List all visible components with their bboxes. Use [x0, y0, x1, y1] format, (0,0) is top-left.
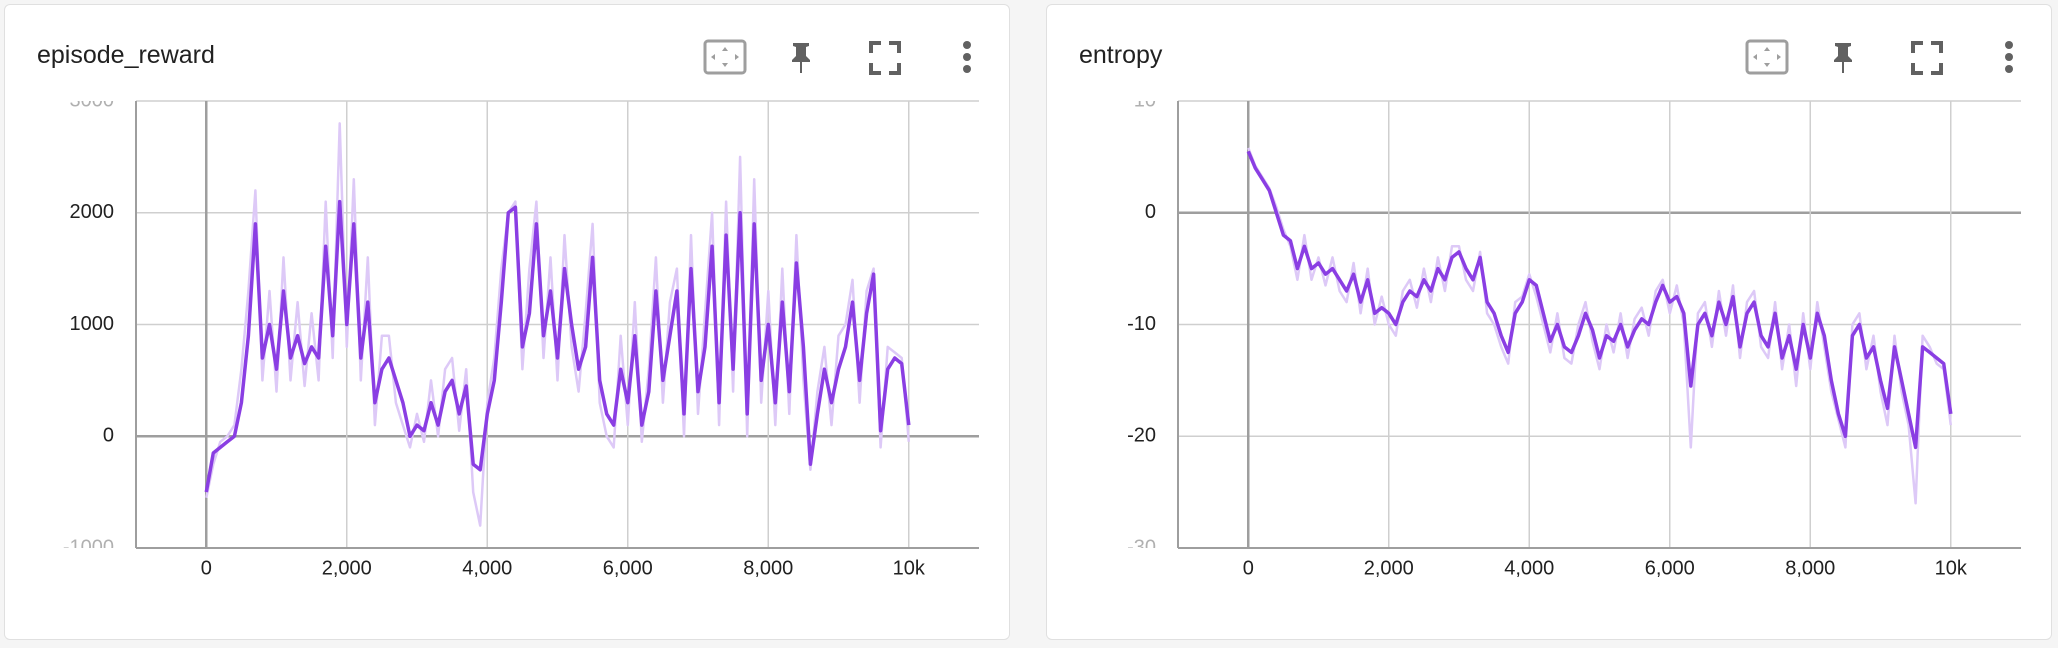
y-tick-label: -1000	[63, 536, 114, 558]
chart: -30 -20 -10 0 10 0 2,000 4,000 6,000 8,000 10k	[1127, 89, 2021, 579]
chart-title: entropy	[1079, 41, 1163, 69]
x-tick-label: 10k	[1935, 557, 1968, 579]
toolbar	[1745, 39, 2013, 75]
x-tick-label: 0	[201, 557, 212, 579]
y-tick-label: -30	[1127, 536, 1156, 558]
x-tick-label: 10k	[893, 557, 926, 579]
toolbar	[703, 39, 971, 75]
pin-button[interactable]	[792, 43, 810, 73]
x-tick-label: 4,000	[462, 557, 512, 579]
y-tick-label: -10	[1127, 313, 1156, 335]
x-tick-label: 0	[1243, 557, 1254, 579]
fullscreen-button[interactable]	[1911, 41, 1943, 75]
y-tick-label: 1000	[70, 313, 115, 335]
chart: -1000 0 1000 2000 3000 0 2,000 4,000 6,000 8,000 1…	[63, 89, 979, 579]
y-tick-label: 10	[1134, 89, 1156, 111]
x-tick-label: 2,000	[1364, 557, 1414, 579]
y-tick-label: -20	[1127, 425, 1156, 447]
series-line	[204, 199, 911, 493]
y-tick-label: 3000	[70, 89, 115, 111]
pin-button[interactable]	[1834, 43, 1852, 73]
chart-card: -30 -20 -10 0 10 0 2,000 4,000 6,000 8,000 10k ent…	[1046, 4, 2052, 640]
menu-button[interactable]	[2005, 41, 2013, 73]
menu-button[interactable]	[963, 41, 971, 73]
chart-title: episode_reward	[37, 41, 215, 69]
chart-card: -1000 0 1000 2000 3000 0 2,000 4,000 6,000 8,000 1…	[4, 4, 1010, 640]
fullscreen-button[interactable]	[869, 41, 901, 75]
x-tick-label: 8,000	[1785, 557, 1835, 579]
fit-domain-button[interactable]	[703, 39, 747, 75]
x-tick-label: 6,000	[603, 557, 653, 579]
y-tick-label: 2000	[70, 201, 115, 223]
series-line	[1246, 150, 1953, 450]
y-tick-label: 0	[103, 425, 114, 447]
x-tick-label: 2,000	[322, 557, 372, 579]
x-tick-label: 6,000	[1645, 557, 1695, 579]
x-tick-label: 4,000	[1504, 557, 1554, 579]
series-line	[1247, 147, 1953, 505]
y-tick-labels: -1000 0 1000 2000 3000	[63, 89, 115, 558]
y-tick-labels: -30 -20 -10 0 10	[1127, 89, 1156, 558]
y-tick-label: 0	[1145, 201, 1156, 223]
fit-domain-button[interactable]	[1745, 39, 1789, 75]
x-tick-label: 8,000	[743, 557, 793, 579]
